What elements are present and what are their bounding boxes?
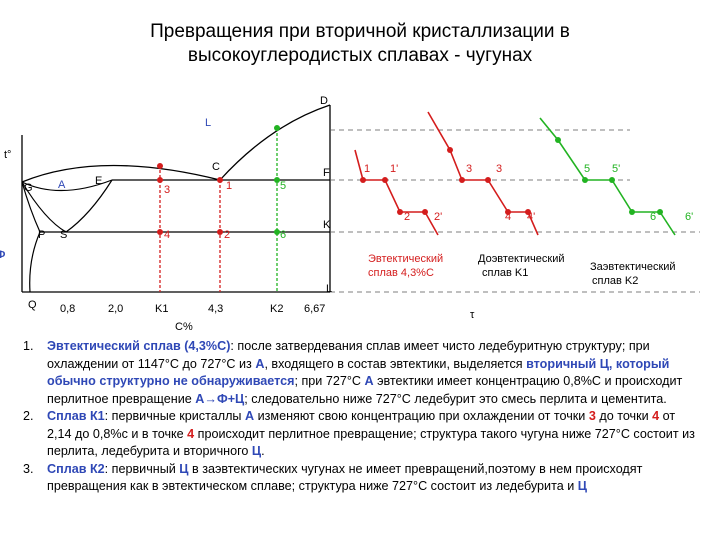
eutectic-cooling-curve: [354, 149, 439, 236]
eutectic-alloy-label-1: Эвтектический: [368, 253, 443, 265]
x-tick: 6,67: [304, 303, 325, 315]
point-p: P: [38, 229, 45, 241]
k2-point-6: [274, 229, 280, 235]
k1-liquidus-point: [157, 163, 163, 169]
k1-curve-point-3p: [485, 177, 491, 183]
phi-label: Ф: [0, 249, 5, 261]
gp-line: [21, 181, 41, 233]
curve-point-label: 1': [390, 163, 398, 175]
marker-label: 4: [164, 229, 170, 241]
k1-curve-point-4p: [525, 209, 531, 215]
point-e: E: [95, 175, 102, 187]
curve-point-label: 2': [434, 211, 442, 223]
k1-curve-point-3: [459, 177, 465, 183]
k1-alloy-label-2: сплав K1: [482, 267, 528, 279]
marker-label: 1: [226, 180, 232, 192]
eutectic-curve-point-2: [397, 209, 403, 215]
curve-point-label: 3: [496, 163, 502, 175]
curve-point-label: 5': [612, 163, 620, 175]
es-line: [65, 179, 113, 233]
solidus-line: [21, 179, 113, 192]
curve-point-label: 1: [364, 163, 370, 175]
k1-point-4: [157, 229, 163, 235]
eutectic-curve-point-1p: [382, 177, 388, 183]
x-tick: 4,3: [208, 303, 223, 315]
point-a: A: [58, 179, 66, 191]
axis-t-label: t°: [4, 149, 11, 161]
k2-curve-point-6p: [657, 209, 663, 215]
k2-curve-point-5p: [609, 177, 615, 183]
x-tick: K2: [270, 303, 283, 315]
point-l-bottom: L: [326, 283, 332, 295]
eutectic-point-1: [217, 177, 223, 183]
list-number: 1.: [23, 339, 34, 353]
eutectic-point-2: [217, 229, 223, 235]
list-number: 3.: [23, 461, 34, 476]
point-s: S: [60, 229, 67, 241]
k1-curve-point-4: [505, 209, 511, 215]
curve-point-label: 5: [584, 163, 590, 175]
list-item: 1. Эвтектический сплав (4,3%С): после за…: [23, 339, 683, 406]
curve-point-label: 6: [650, 211, 656, 223]
marker-label: 3: [164, 184, 170, 196]
k1-point-3: [157, 177, 163, 183]
title-line-1: Превращения при вторичной кристаллизации…: [150, 21, 570, 42]
point-f: F: [323, 167, 330, 179]
curve-point-label: 6': [685, 211, 693, 223]
k1-curve-knee: [447, 147, 453, 153]
gs-line: [21, 181, 67, 233]
liquidus-line: [21, 104, 331, 183]
eutectic-curve-point-1: [360, 177, 366, 183]
iron-carbon-diagram: t° C% Ф τ D L C E F G A P S K Q L 0,8 2,…: [0, 95, 700, 333]
k2-alloy-label-1: Заэвтектический: [590, 261, 676, 273]
k2-curve-point-5: [582, 177, 588, 183]
marker-label: 6: [280, 229, 286, 241]
k1-cooling-curve: [427, 111, 539, 236]
curve-point-label: 3: [466, 163, 472, 175]
explanation-list: 1. Эвтектический сплав (4,3%С): после за…: [18, 338, 698, 496]
list-item: 3. Сплав К2: первичный Ц в заэвтектическ…: [23, 461, 643, 494]
list-item: 2. Сплав К1: первичные кристаллы А измен…: [23, 409, 695, 458]
title-line-2: высокоуглеродистых сплавах - чугунах: [187, 45, 533, 66]
eutectic-curve-point-2p: [422, 209, 428, 215]
curve-point-label: 4: [505, 211, 511, 223]
k2-alloy-label-2: сплав K2: [592, 275, 638, 287]
curve-point-label: 2: [404, 211, 410, 223]
k2-curve-point-6: [629, 209, 635, 215]
marker-label: 2: [224, 229, 230, 241]
curve-point-label: 4': [527, 211, 535, 223]
x-tick: 0,8: [60, 303, 75, 315]
marker-label: 5: [280, 180, 286, 192]
pq-line: [29, 231, 41, 293]
k1-alloy-label-1: Доэвтектический: [478, 253, 565, 265]
x-tick: K1: [155, 303, 168, 315]
x-tick: 2,0: [108, 303, 123, 315]
point-k: K: [323, 219, 331, 231]
point-l: L: [205, 117, 211, 129]
point-c: C: [212, 161, 220, 173]
list-number: 2.: [23, 409, 34, 423]
axis-c-label: C%: [175, 321, 193, 333]
point-q: Q: [28, 299, 37, 311]
eutectic-alloy-label-2: сплав 4,3%C: [368, 267, 434, 279]
tau-label: τ: [470, 309, 475, 321]
k2-liquidus-point: [274, 125, 280, 131]
k2-curve-knee: [555, 137, 561, 143]
k2-point-5: [274, 177, 280, 183]
point-d: D: [320, 95, 328, 107]
slide-title: Превращения при вторичной кристаллизации…: [0, 20, 720, 68]
point-g: G: [24, 182, 33, 194]
